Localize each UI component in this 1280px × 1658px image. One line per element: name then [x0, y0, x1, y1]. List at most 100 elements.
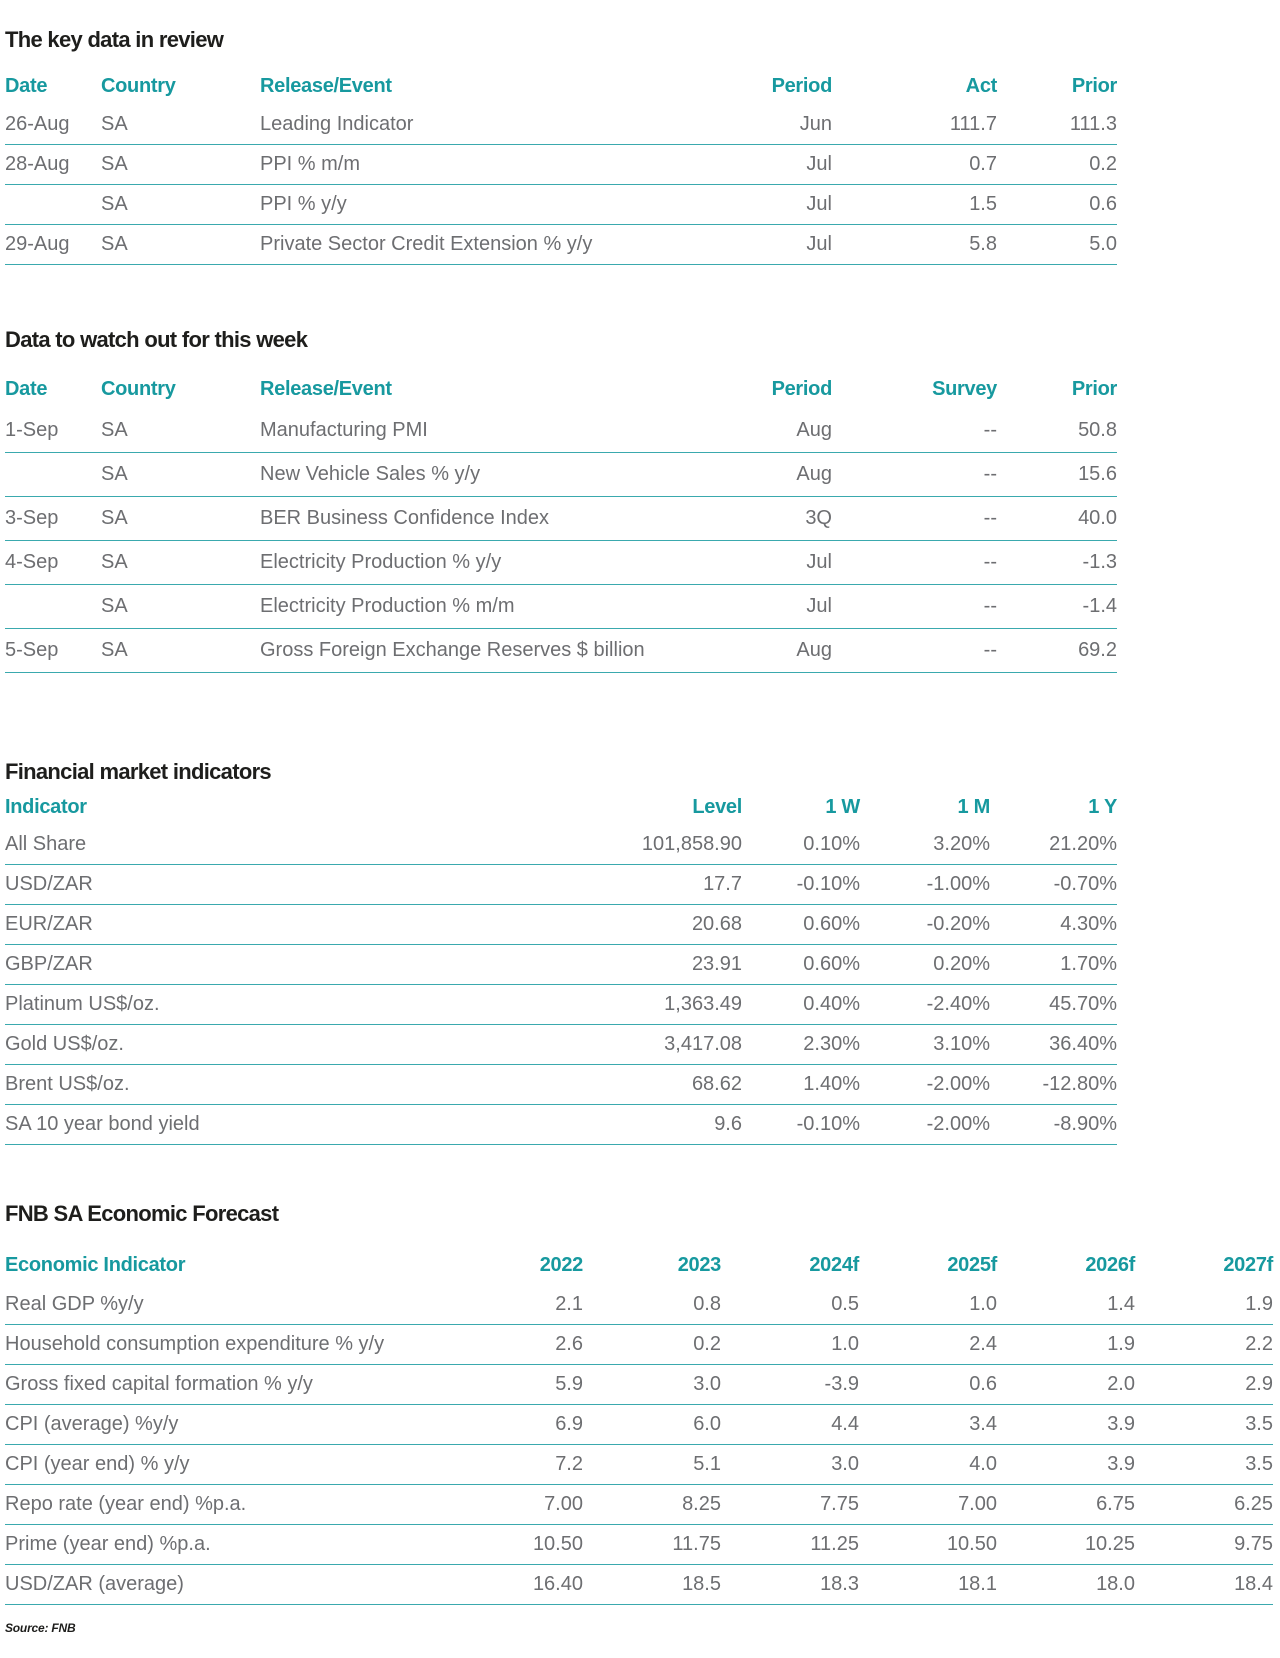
table-header-row: Economic Indicator 2022 2023 2024f 2025f 2026…	[5, 1245, 1273, 1285]
cell-period: Jul	[806, 153, 832, 175]
cell-2025f: 7.00	[958, 1493, 997, 1515]
cell-2026f: 3.9	[1107, 1453, 1135, 1475]
cell-2025f: 4.0	[969, 1453, 997, 1475]
cell-prior: 0.2	[1089, 153, 1117, 175]
cell-1-m: -1.00%	[926, 873, 990, 895]
column-header-survey: Survey	[932, 377, 997, 400]
cell-prior: -1.4	[1082, 595, 1117, 617]
cell-2023: 0.2	[693, 1333, 721, 1355]
column-header-country: Country	[101, 74, 176, 97]
cell-2026f: 1.4	[1107, 1293, 1135, 1315]
cell-survey: --	[983, 639, 997, 661]
column-header-prior: Prior	[1071, 377, 1117, 400]
cell-release-event: Gross Foreign Exchange Reserves $ billio…	[260, 639, 645, 661]
cell-level: 3,417.08	[664, 1033, 742, 1055]
cell-2024f: 1.0	[831, 1333, 859, 1355]
cell-2026f: 2.0	[1107, 1373, 1135, 1395]
cell-date: 29-Aug	[5, 233, 70, 255]
cell-release-event: Leading Indicator	[260, 113, 414, 135]
cell-2022: 10.50	[532, 1533, 583, 1555]
table-row: 3-Sep SA BER Business Confidence Index 3Q --…	[5, 497, 1117, 541]
cell-economic-indicator: USD/ZAR (average)	[5, 1573, 184, 1595]
cell-2027f: 1.9	[1245, 1293, 1273, 1315]
cell-prior: 15.6	[1078, 463, 1117, 485]
cell-2022: 5.9	[555, 1373, 583, 1395]
table-row: Household consumption expenditure % y/y 2…	[5, 1325, 1273, 1365]
table-row: Real GDP %y/y 2.1 0.8 0.5 1.0 1.4 1.9	[5, 1285, 1273, 1325]
cell-2023: 5.1	[693, 1453, 721, 1475]
cell-2022: 2.6	[555, 1333, 583, 1355]
cell-1-y: 45.70%	[1049, 993, 1117, 1015]
cell-economic-indicator: Gross fixed capital formation % y/y	[5, 1373, 313, 1395]
cell-1-w: 0.10%	[803, 833, 860, 855]
column-header-2024f: 2024f	[809, 1253, 859, 1276]
cell-release-event: Electricity Production % y/y	[260, 551, 502, 573]
table-header-row: Indicator Level 1 W 1 M 1 Y	[5, 789, 1117, 825]
cell-period: Jul	[806, 551, 832, 573]
cell-indicator: GBP/ZAR	[5, 953, 93, 975]
cell-indicator: SA 10 year bond yield	[5, 1113, 200, 1135]
column-header-economic-indicator: Economic Indicator	[5, 1253, 186, 1276]
cell-2022: 6.9	[555, 1413, 583, 1435]
cell-release-event: Private Sector Credit Extension % y/y	[260, 233, 593, 255]
cell-date: 28-Aug	[5, 153, 70, 175]
table-row: CPI (average) %y/y 6.9 6.0 4.4 3.4 3.9 3.5	[5, 1405, 1273, 1445]
cell-2023: 0.8	[693, 1293, 721, 1315]
cell-period: Jun	[799, 113, 832, 135]
cell-period: Aug	[796, 463, 832, 485]
column-header-date: Date	[5, 74, 48, 97]
cell-indicator: All Share	[5, 833, 87, 855]
table-row: 29-Aug SA Private Sector Credit Extension …	[5, 225, 1117, 265]
cell-indicator: Gold US$/oz.	[5, 1033, 124, 1055]
column-header-2025f: 2025f	[947, 1253, 997, 1276]
table-row: 5-Sep SA Gross Foreign Exchange Reserves $…	[5, 629, 1117, 673]
cell-level: 68.62	[691, 1073, 742, 1095]
cell-survey: --	[983, 551, 997, 573]
cell-economic-indicator: Prime (year end) %p.a.	[5, 1533, 211, 1555]
cell-2022: 2.1	[555, 1293, 583, 1315]
cell-1-y: -8.90%	[1053, 1113, 1117, 1135]
section-financial-market-indicators: Financial market indicators Indicator Lev…	[5, 759, 1280, 1145]
cell-release-event: Manufacturing PMI	[260, 419, 428, 441]
table-row: 26-Aug SA Leading Indicator Jun 111.7 111.3	[5, 105, 1117, 145]
cell-country: SA	[101, 193, 128, 215]
cell-country: SA	[101, 113, 128, 135]
cell-prior: 40.0	[1078, 507, 1117, 529]
table-economic-forecast: Economic Indicator 2022 2023 2024f 2025f 2026…	[5, 1245, 1280, 1605]
cell-2023: 8.25	[682, 1493, 721, 1515]
cell-survey: --	[983, 463, 997, 485]
table-key-data-review: Date Country Release/Event Period Act Prior 26…	[5, 67, 1280, 265]
cell-1-y: 4.30%	[1060, 913, 1117, 935]
cell-2027f: 3.5	[1245, 1453, 1273, 1475]
column-header-1-y: 1 Y	[1088, 795, 1117, 818]
section-key-data-review: The key data in review Date Country Releas…	[5, 0, 1280, 265]
column-header-release-event: Release/Event	[260, 377, 392, 400]
table-row: CPI (year end) % y/y 7.2 5.1 3.0 4.0 3.9 3.5	[5, 1445, 1273, 1485]
column-header-act: Act	[965, 74, 998, 97]
cell-prior: 0.6	[1089, 193, 1117, 215]
cell-2025f: 1.0	[969, 1293, 997, 1315]
cell-country: SA	[101, 639, 128, 661]
table-row: USD/ZAR (average) 16.40 18.5 18.3 18.1 18.0 18…	[5, 1565, 1273, 1605]
cell-indicator: EUR/ZAR	[5, 913, 93, 935]
cell-1-w: 0.60%	[803, 953, 860, 975]
column-header-prior: Prior	[1071, 74, 1117, 97]
cell-2023: 18.5	[682, 1573, 721, 1595]
column-header-release-event: Release/Event	[260, 74, 392, 97]
table-financial-market-indicators: Indicator Level 1 W 1 M 1 Y All Share 101,858.…	[5, 789, 1280, 1145]
cell-date: 26-Aug	[5, 113, 70, 135]
table-header-row: Date Country Release/Event Period Act Prior	[5, 67, 1117, 105]
cell-economic-indicator: Real GDP %y/y	[5, 1293, 144, 1315]
column-header-2026f: 2026f	[1085, 1253, 1135, 1276]
cell-2023: 6.0	[693, 1413, 721, 1435]
cell-release-event: BER Business Confidence Index	[260, 507, 550, 529]
cell-country: SA	[101, 551, 128, 573]
cell-date: 3-Sep	[5, 507, 59, 529]
cell-act: 111.7	[949, 113, 997, 135]
cell-1-w: -0.10%	[796, 873, 860, 895]
table-row: Repo rate (year end) %p.a. 7.00 8.25 7.75 7.…	[5, 1485, 1273, 1525]
table-row: All Share 101,858.90 0.10% 3.20% 21.20%	[5, 825, 1117, 865]
cell-act: 1.5	[969, 193, 997, 215]
cell-2024f: 18.3	[820, 1573, 859, 1595]
table-row: 4-Sep SA Electricity Production % y/y Jul --…	[5, 541, 1117, 585]
